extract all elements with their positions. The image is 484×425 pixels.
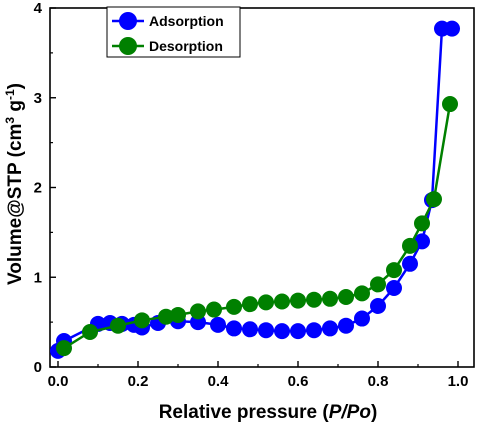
tick-labels: 0.0 0.2 0.4 0.6 0.8 1.0 0 1 2 3 4 xyxy=(34,0,469,390)
data-point-adsorption xyxy=(370,297,386,314)
data-point-adsorption xyxy=(338,317,354,334)
data-point-adsorption xyxy=(258,322,274,339)
x-tick-label: 0.0 xyxy=(48,373,69,390)
data-point-desorption xyxy=(442,96,458,113)
legend-marker-desorption xyxy=(119,37,137,55)
x-tick-label: 0.4 xyxy=(208,373,230,390)
data-point-desorption xyxy=(370,276,386,293)
data-point-desorption xyxy=(338,288,354,305)
data-point-adsorption xyxy=(226,320,242,337)
data-point-desorption xyxy=(226,298,242,315)
data-point-desorption xyxy=(414,215,430,232)
data-point-desorption xyxy=(134,312,150,329)
y-tick-label: 2 xyxy=(34,180,42,197)
series-layer xyxy=(50,20,460,359)
data-point-desorption xyxy=(306,291,322,308)
data-point-desorption xyxy=(82,323,98,340)
data-point-adsorption xyxy=(444,20,460,37)
legend-item-desorption: Desorption xyxy=(112,37,223,55)
data-point-adsorption xyxy=(274,323,290,340)
x-axis-title: Relative pressure (P/Po) xyxy=(159,402,378,423)
data-point-desorption xyxy=(274,293,290,310)
data-point-desorption xyxy=(290,292,306,309)
x-tick-label: 1.0 xyxy=(448,373,469,390)
y-tick-label: 3 xyxy=(34,90,42,107)
data-point-desorption xyxy=(56,340,72,357)
data-point-adsorption xyxy=(242,321,258,338)
data-point-adsorption xyxy=(402,255,418,272)
data-point-adsorption xyxy=(210,316,226,333)
data-point-desorption xyxy=(190,303,206,320)
data-point-desorption xyxy=(170,306,186,323)
data-point-desorption xyxy=(258,294,274,311)
legend-label-desorption: Desorption xyxy=(149,38,223,54)
data-point-desorption xyxy=(402,237,418,254)
data-point-desorption xyxy=(242,296,258,313)
x-tick-label: 0.6 xyxy=(288,373,309,390)
data-point-desorption xyxy=(322,290,338,307)
legend-label-adsorption: Adsorption xyxy=(149,13,224,29)
x-tick-label: 0.8 xyxy=(368,373,389,390)
data-point-adsorption xyxy=(354,310,370,327)
data-point-desorption xyxy=(426,191,442,208)
x-tick-label: 0.2 xyxy=(128,373,149,390)
data-point-desorption xyxy=(386,262,402,279)
series-desorption xyxy=(56,96,458,357)
legend-item-adsorption: Adsorption xyxy=(112,12,224,30)
data-point-desorption xyxy=(354,285,370,302)
data-point-desorption xyxy=(158,308,174,325)
y-tick-label: 1 xyxy=(34,269,42,286)
data-point-adsorption xyxy=(386,280,402,297)
data-point-adsorption xyxy=(290,323,306,340)
data-point-adsorption xyxy=(306,322,322,339)
y-tick-label: 4 xyxy=(34,0,43,17)
series-line-desorption xyxy=(63,103,452,350)
legend: Adsorption Desorption xyxy=(106,6,241,58)
y-tick-label: 0 xyxy=(34,359,42,376)
data-point-desorption xyxy=(110,317,126,334)
plot-frame xyxy=(49,7,475,368)
y-axis-title: Volume@STP (cm3 g-1) xyxy=(3,83,26,285)
data-point-adsorption xyxy=(414,233,430,250)
legend-marker-adsorption xyxy=(119,12,137,30)
data-point-adsorption xyxy=(322,320,338,337)
data-point-desorption xyxy=(206,301,222,318)
axes-layer xyxy=(49,7,475,368)
